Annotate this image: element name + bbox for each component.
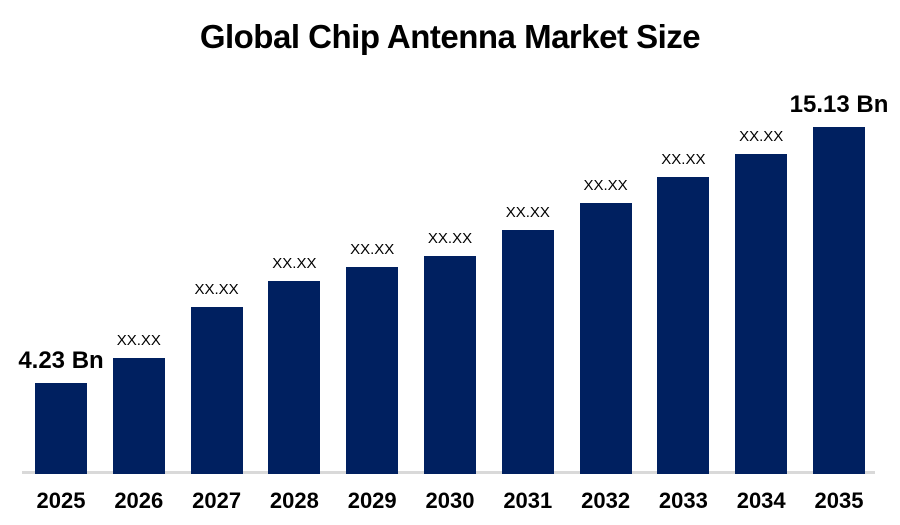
- bar-2033: [657, 177, 710, 474]
- x-axis-tick-label-2027: 2027: [192, 488, 242, 513]
- bar-2034: [735, 154, 788, 474]
- bar-2025: [35, 383, 87, 474]
- bar-2028: [268, 281, 321, 474]
- bar-2027: [190, 307, 243, 474]
- x-axis-tick-label-2026: 2026: [114, 488, 164, 513]
- bar-2035: [813, 127, 865, 474]
- bar-value-label-2035: 15.13 Bn: [789, 91, 889, 118]
- x-axis-tick-label-2028: 2028: [269, 488, 319, 513]
- x-axis-tick-label-2030: 2030: [425, 488, 475, 513]
- bar-group-2035: 15.13 Bn 2035: [790, 93, 889, 512]
- x-axis-tick-label-2029: 2029: [347, 488, 397, 513]
- bar-2030: [424, 256, 476, 474]
- x-axis-tick-label-2034: 2034: [736, 488, 786, 513]
- bar-group-2030: XX.XX 2030: [424, 231, 476, 512]
- bar-group-2026: XX.XX 2026: [112, 333, 165, 512]
- bar-2029: [346, 267, 399, 474]
- chart-title: Global Chip Antenna Market Size: [199, 18, 701, 55]
- bar-group-2032: XX.XX 2032: [579, 178, 632, 512]
- bar-2032: [579, 203, 632, 474]
- bar-value-label-2034: XX.XX: [739, 128, 784, 145]
- bar-group-2033: XX.XX 2033: [657, 152, 710, 512]
- bar-value-label-2027: XX.XX: [194, 281, 239, 298]
- bar-group-2028: XX.XX 2028: [268, 256, 321, 512]
- bar-value-label-2026: XX.XX: [116, 332, 161, 349]
- bar-2026: [112, 358, 165, 474]
- x-axis-tick-label-2033: 2033: [658, 488, 708, 513]
- x-axis-tick-label-2025: 2025: [36, 488, 86, 513]
- x-axis-tick-label-2035: 2035: [814, 488, 864, 513]
- bar-value-label-2032: XX.XX: [583, 177, 628, 194]
- bar-group-2034: XX.XX 2034: [735, 129, 788, 512]
- bar-group-2031: XX.XX 2031: [501, 205, 554, 512]
- bar-2031: [501, 230, 554, 474]
- x-axis-tick-label-2032: 2032: [581, 488, 631, 513]
- x-axis-tick-label-2031: 2031: [503, 488, 553, 513]
- bar-group-2029: XX.XX 2029: [346, 242, 399, 512]
- bar-group-2025: 4.23 Bn 2025: [18, 349, 103, 512]
- bar-value-label-2033: XX.XX: [661, 151, 706, 168]
- bar-value-label-2028: XX.XX: [272, 255, 317, 272]
- bar-group-2027: XX.XX 2027: [190, 282, 243, 512]
- bar-value-label-2025: 4.23 Bn: [18, 347, 104, 374]
- bar-value-label-2031: XX.XX: [505, 204, 550, 221]
- bar-value-label-2030: XX.XX: [427, 230, 473, 247]
- bar-value-label-2029: XX.XX: [350, 241, 395, 258]
